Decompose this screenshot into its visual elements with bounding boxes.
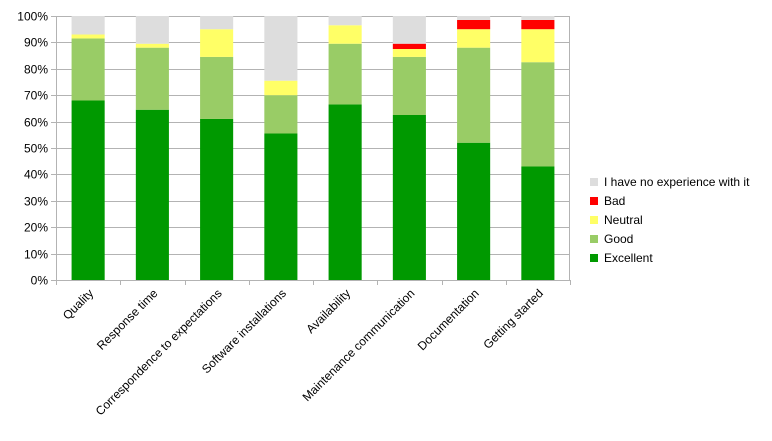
bar-segment-neutral <box>71 34 105 39</box>
bar-segment-neutral <box>264 80 298 96</box>
bars <box>71 16 555 281</box>
y-tick-label: 90% <box>24 36 48 50</box>
legend-label-neutral: Neutral <box>604 213 643 227</box>
legend-swatch-neutral <box>590 216 598 224</box>
bar-segment-i-have-no-experience-with-it <box>135 16 169 44</box>
bar-segment-excellent <box>328 104 362 280</box>
bar-segment-good <box>328 43 362 105</box>
bar-segment-good <box>392 56 426 115</box>
bar-segment-good <box>200 56 234 119</box>
legend-label-excellent: Excellent <box>604 251 653 265</box>
y-tick-label: 0% <box>31 274 49 288</box>
bar-segment-neutral <box>521 29 555 63</box>
bar-segment-neutral <box>392 49 426 57</box>
y-tick-label: 60% <box>24 116 48 130</box>
bar-segment-i-have-no-experience-with-it <box>264 16 298 81</box>
bar-segment-neutral <box>135 43 169 48</box>
legend-label-i-have-no-experience-with-it: I have no experience with it <box>604 175 750 189</box>
bar-segment-i-have-no-experience-with-it <box>200 16 234 30</box>
legend-label-good: Good <box>604 232 633 246</box>
bar-segment-excellent <box>71 100 105 280</box>
y-tick-label: 40% <box>24 168 48 182</box>
bar-segment-bad <box>521 19 555 30</box>
y-axis-tick-labels: 0% 10% 20% 30% 40% 50% 60% 70% 80% 90% 100% <box>17 10 48 288</box>
bar-segment-i-have-no-experience-with-it <box>457 16 491 20</box>
x-category-label: Quality <box>60 286 96 322</box>
legend: I have no experience with it Bad Neutral Go… <box>590 175 750 265</box>
bar-segment-i-have-no-experience-with-it <box>328 16 362 26</box>
bar-segment-good <box>457 47 491 143</box>
bar-segment-bad <box>392 43 426 49</box>
y-tick-label: 70% <box>24 89 48 103</box>
legend-swatch-bad <box>590 197 598 205</box>
legend-swatch-excellent <box>590 254 598 262</box>
bar-segment-excellent <box>264 133 298 280</box>
x-category-label: Correspondence to expectations <box>93 286 225 418</box>
y-tick-label: 20% <box>24 221 48 235</box>
bar-segment-i-have-no-experience-with-it <box>392 16 426 44</box>
bar-segment-excellent <box>457 142 491 280</box>
bar-segment-i-have-no-experience-with-it <box>71 16 105 35</box>
bar-segment-excellent <box>392 115 426 280</box>
bar-segment-excellent <box>135 109 169 280</box>
bar-segment-good <box>71 38 105 101</box>
x-category-label: Response time <box>94 286 161 353</box>
gridlines <box>56 16 570 281</box>
x-category-label: Documentation <box>415 286 482 353</box>
y-tick-label: 50% <box>24 142 48 156</box>
bar-segment-i-have-no-experience-with-it <box>521 16 555 20</box>
legend-swatch-i-have-no-experience-with-it <box>590 178 598 186</box>
y-tick-label: 100% <box>17 10 48 24</box>
legend-label-bad: Bad <box>604 194 625 208</box>
bar-segment-neutral <box>328 25 362 44</box>
x-category-label: Maintenance communication <box>300 286 418 404</box>
x-category-label: Availability <box>303 286 353 336</box>
bar-segment-bad <box>457 19 491 30</box>
bar-segment-neutral <box>457 29 491 48</box>
x-category-label: Getting started <box>480 286 546 352</box>
axes <box>51 16 571 285</box>
bar-segment-neutral <box>200 29 234 57</box>
bar-segment-good <box>521 62 555 167</box>
y-tick-label: 80% <box>24 63 48 77</box>
bar-segment-excellent <box>200 118 234 281</box>
bar-segment-excellent <box>521 166 555 280</box>
legend-swatch-good <box>590 235 598 243</box>
y-tick-label: 10% <box>24 248 48 262</box>
bar-segment-good <box>135 47 169 110</box>
y-tick-label: 30% <box>24 195 48 209</box>
bar-segment-good <box>264 95 298 134</box>
